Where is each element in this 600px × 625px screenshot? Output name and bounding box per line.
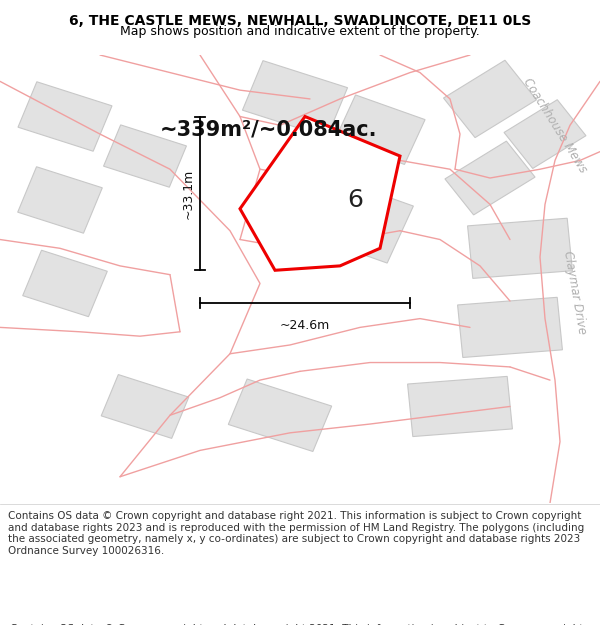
Text: ~339m²/~0.084ac.: ~339m²/~0.084ac. [160, 119, 377, 139]
Text: 6: 6 [347, 188, 363, 212]
Polygon shape [445, 141, 535, 215]
Polygon shape [23, 250, 107, 317]
Text: ~24.6m: ~24.6m [280, 319, 330, 332]
Polygon shape [467, 218, 572, 278]
Text: Claymar Drive: Claymar Drive [561, 249, 589, 335]
Text: Contains OS data © Crown copyright and database right 2021. This information is : Contains OS data © Crown copyright and d… [8, 511, 584, 556]
Text: Coachhouse Mews: Coachhouse Mews [521, 76, 589, 175]
Text: Contains OS data © Crown copyright and database right 2021. This information is : Contains OS data © Crown copyright and d… [10, 624, 586, 625]
Polygon shape [266, 163, 413, 263]
Polygon shape [242, 61, 347, 138]
Polygon shape [18, 82, 112, 151]
Polygon shape [104, 125, 187, 188]
Polygon shape [101, 374, 189, 438]
Text: 6, THE CASTLE MEWS, NEWHALL, SWADLINCOTE, DE11 0LS: 6, THE CASTLE MEWS, NEWHALL, SWADLINCOTE… [69, 14, 531, 28]
Polygon shape [407, 376, 512, 436]
Polygon shape [240, 116, 400, 270]
Polygon shape [443, 60, 536, 138]
Polygon shape [504, 100, 586, 169]
Polygon shape [18, 167, 102, 233]
Polygon shape [335, 95, 425, 164]
Polygon shape [229, 379, 332, 451]
Polygon shape [458, 298, 562, 358]
Text: Map shows position and indicative extent of the property.: Map shows position and indicative extent… [120, 26, 480, 39]
Text: ~33.1m: ~33.1m [182, 168, 194, 219]
